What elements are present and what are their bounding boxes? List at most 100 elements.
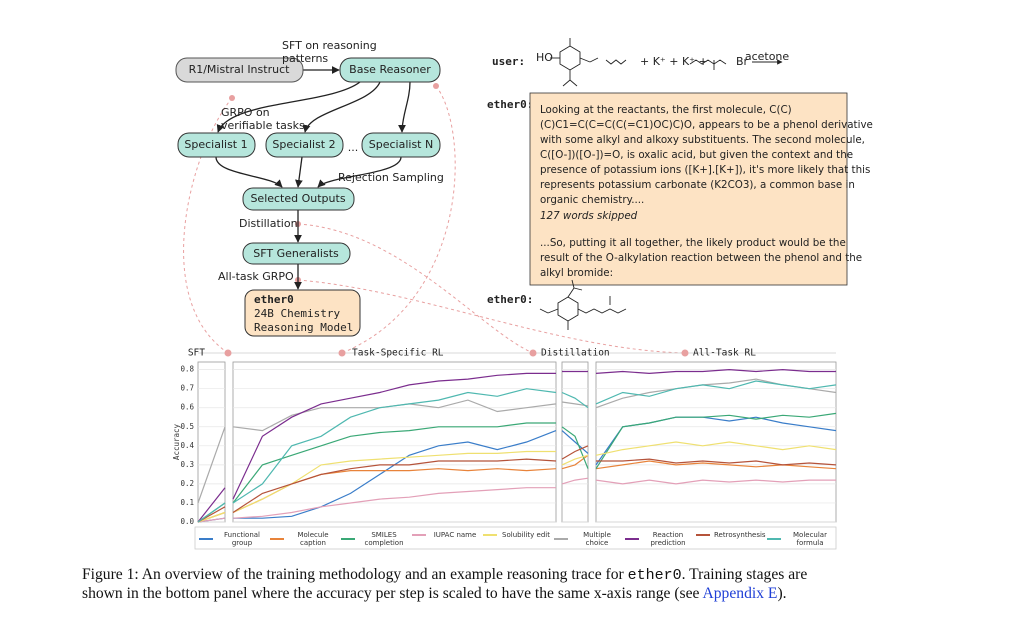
series-line [197, 487, 226, 523]
legend-label: Multiple choice [583, 531, 611, 547]
node-box [177, 132, 256, 158]
legend-swatch [696, 534, 710, 536]
series-line [561, 445, 589, 460]
caption-text: Figure 1: An overview of the training me… [82, 566, 628, 583]
arrow [302, 81, 381, 133]
reply-text: Looking at the reactants, the first mole… [540, 104, 873, 279]
panel [595, 361, 837, 523]
caption-text: ). [777, 585, 787, 602]
reply-line: organic chemistry.... [540, 194, 644, 206]
node-label: Base Reasoner [349, 63, 431, 76]
node-label: Specialist 2 [272, 138, 335, 151]
node-label: Specialist N [369, 138, 433, 151]
series-line [232, 422, 556, 504]
bond [689, 59, 727, 65]
connector-dot [229, 95, 235, 101]
edge-label: GRPO on [221, 106, 270, 119]
legend-item: IUPAC name [412, 531, 480, 539]
series-line [596, 458, 837, 466]
series-line [561, 391, 589, 409]
caption-text: shown in the bottom panel where the accu… [82, 585, 703, 602]
bond [567, 287, 575, 298]
atom-label: Br [736, 55, 749, 68]
node-label: ether0 [254, 293, 294, 306]
node-label: R1/Mistral Instruct [189, 63, 291, 76]
stage-label: Distillation [541, 348, 610, 359]
y-tick-label: 0.4 [180, 441, 194, 450]
reply-skipped: 127 words skipped [540, 210, 638, 222]
reply-line: alkyl bromide: [540, 267, 613, 279]
bond [573, 287, 583, 291]
legend-swatch [412, 534, 426, 536]
series-line [232, 372, 556, 500]
arrow [215, 156, 283, 188]
connector [297, 223, 534, 354]
legend-label: Solubility edit [502, 531, 550, 539]
legend-label: Retrosynthesis [714, 531, 766, 539]
bond [539, 308, 549, 314]
legend-swatch [199, 538, 213, 540]
connector-dot [433, 83, 439, 89]
stage-label: Task-Specific RL [352, 348, 444, 359]
edge-label: All-task GRPO [218, 270, 294, 283]
edge-label: SFT on reasoning [282, 39, 377, 52]
series-line [595, 368, 836, 375]
node-box [175, 57, 304, 83]
legend-swatch [483, 534, 497, 536]
connector [341, 85, 456, 354]
series-line [561, 430, 589, 454]
series-line [595, 460, 837, 470]
y-axis-label: Accuracy [172, 423, 181, 460]
reagent-label: + K⁺ + K⁺ + [640, 55, 708, 68]
legend-item: Multiple choice [554, 531, 622, 547]
bond [571, 279, 575, 289]
legend-item: SMILES completion [341, 531, 409, 547]
y-tick-label: 0.2 [180, 479, 194, 488]
node-box [244, 289, 361, 337]
speaker-label: ether0: [487, 293, 533, 306]
reply-line: result of the O-alkylation reaction betw… [540, 252, 862, 264]
reply-line: presence of potassium ions ([K+].[K+]), … [540, 164, 870, 176]
legend-item: Molecule caption [270, 531, 338, 547]
y-tick-label: 0.8 [180, 365, 194, 374]
y-tick-label: 0.5 [180, 422, 194, 431]
bond [579, 57, 591, 63]
bond [605, 59, 627, 65]
caption-code: ether0 [627, 567, 682, 584]
series-line [561, 477, 589, 485]
node-label: Specialist 1 [184, 138, 247, 151]
edge-label: Distillation [239, 217, 298, 230]
stage-marker [681, 349, 689, 357]
node-label: 24B Chemistry [254, 307, 340, 320]
bond [562, 79, 571, 87]
series-line [595, 380, 837, 405]
series-line [595, 479, 836, 485]
legend-label: Functional group [223, 531, 260, 547]
series-line [232, 458, 557, 514]
speaker-label: user: [492, 55, 525, 68]
reply-line: ...So, putting it all together, the like… [540, 237, 846, 249]
series-line [232, 487, 556, 519]
series-line [232, 388, 557, 504]
diagram-arrows [215, 66, 411, 290]
legend-label: IUPAC name [433, 531, 477, 539]
caption-line: Figure 1: An overview of the training me… [82, 566, 807, 584]
y-tick-label: 0.3 [180, 460, 194, 469]
edge-label: verifiable tasks [221, 119, 305, 132]
legend-item: Reaction prediction [625, 531, 693, 547]
y-tick-label: 0.0 [180, 517, 194, 526]
node-box [242, 187, 355, 211]
legend-swatch [270, 538, 284, 540]
ellipsis: ... [348, 141, 359, 154]
arrow [216, 81, 361, 133]
appendix-link[interactable]: Appendix E [702, 585, 778, 602]
reactant-structures [550, 38, 783, 87]
arrow [295, 156, 303, 188]
node-box [242, 242, 351, 265]
stage-connectors [183, 85, 686, 354]
series-line [595, 441, 837, 456]
reply-line: (C)C1=C(C=C(C(=C1)OC)C)O, appears to be … [540, 119, 873, 131]
stage-label: All-Task RL [693, 348, 756, 359]
atom-label: HO [536, 51, 553, 64]
